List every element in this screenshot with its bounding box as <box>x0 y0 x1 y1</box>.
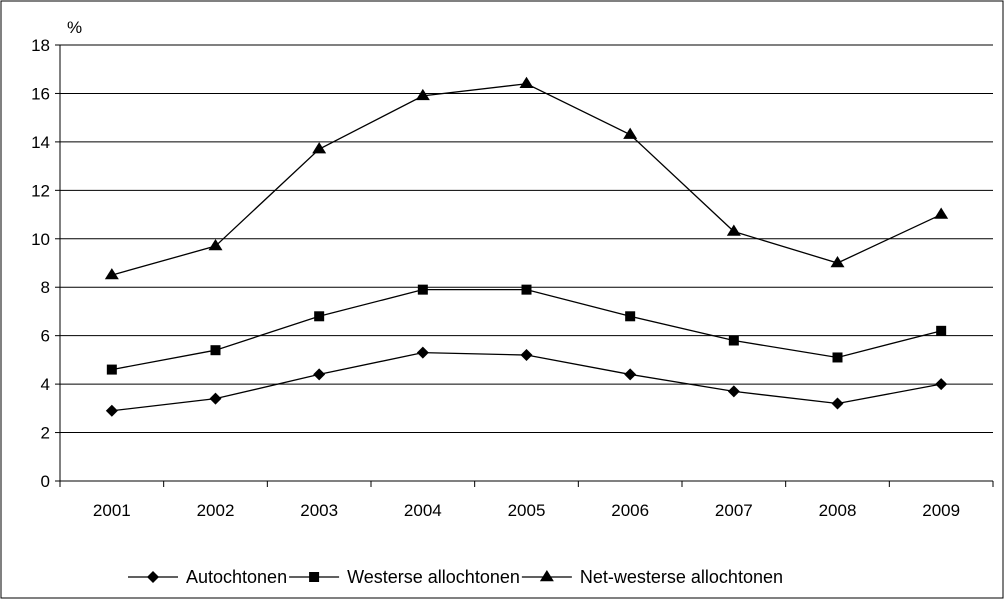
legend-marker <box>309 572 320 582</box>
data-point <box>416 346 429 359</box>
x-tick-label: 2005 <box>508 501 546 520</box>
data-point <box>726 224 741 236</box>
legend-label: Autochtonen <box>186 567 287 587</box>
data-point <box>208 239 223 251</box>
y-tick-label: 16 <box>31 84 50 103</box>
legend-item: Net-westerse allochtonen <box>521 567 783 587</box>
x-tick-label: 2007 <box>715 501 753 520</box>
data-point <box>314 311 325 322</box>
x-tick-label: 2002 <box>197 501 235 520</box>
y-tick-label: 12 <box>31 181 50 200</box>
legend-item: Westerse allochtonen <box>289 567 520 587</box>
y-tick-label: 0 <box>41 472 50 491</box>
data-point <box>728 335 739 346</box>
y-tick-label: 2 <box>41 424 50 443</box>
data-point <box>415 88 430 101</box>
y-tick-label: 6 <box>41 327 50 346</box>
data-point <box>106 364 117 375</box>
data-point <box>104 268 119 280</box>
y-tick-label: 18 <box>31 36 50 55</box>
x-tick-label: 2008 <box>819 501 857 520</box>
legend: Autochtonen Westerse allochtonen Net-weste… <box>128 567 783 587</box>
x-tick-label: 2009 <box>922 501 960 520</box>
data-point <box>210 345 221 356</box>
data-point <box>521 284 532 295</box>
data-point <box>935 378 948 391</box>
data-point <box>727 385 740 398</box>
y-tick-label: 4 <box>41 375 50 394</box>
data-point <box>830 256 845 268</box>
data-point <box>934 207 949 219</box>
data-point <box>832 352 843 363</box>
gridlines <box>60 44 993 434</box>
data-point <box>105 404 118 417</box>
data-point <box>209 392 222 405</box>
axes: 0 2 4 6 8 10 12 14 16 18 2001 2002 2003 2004 2005 2006 2… <box>31 36 994 520</box>
series-2 <box>104 76 949 280</box>
data-point <box>624 368 637 381</box>
legend-label: Net-westerse allochtonen <box>580 567 783 587</box>
y-axis-unit-label: % <box>67 18 82 37</box>
data-point <box>520 349 533 362</box>
data-point <box>519 76 534 88</box>
x-tick-label: 2001 <box>93 501 131 520</box>
legend-label: Westerse allochtonen <box>347 567 520 587</box>
legend-marker <box>539 570 554 582</box>
data-point <box>313 368 326 381</box>
x-tick-label: 2006 <box>611 501 649 520</box>
legend-item: Autochtonen <box>128 567 287 587</box>
data-point <box>623 127 638 139</box>
x-tick-label: 2003 <box>300 501 338 520</box>
data-point <box>417 284 428 295</box>
data-point <box>831 397 844 410</box>
y-tick-label: 10 <box>31 230 50 249</box>
y-tick-label: 8 <box>41 278 50 297</box>
series-1 <box>106 284 947 375</box>
y-tick-label: 14 <box>31 133 50 152</box>
data-point <box>312 142 327 154</box>
legend-marker <box>147 571 159 583</box>
x-tick-label: 2004 <box>404 501 442 520</box>
series-lines <box>104 76 949 417</box>
data-point <box>625 311 636 322</box>
series-0 <box>105 346 948 417</box>
data-point <box>936 325 947 336</box>
